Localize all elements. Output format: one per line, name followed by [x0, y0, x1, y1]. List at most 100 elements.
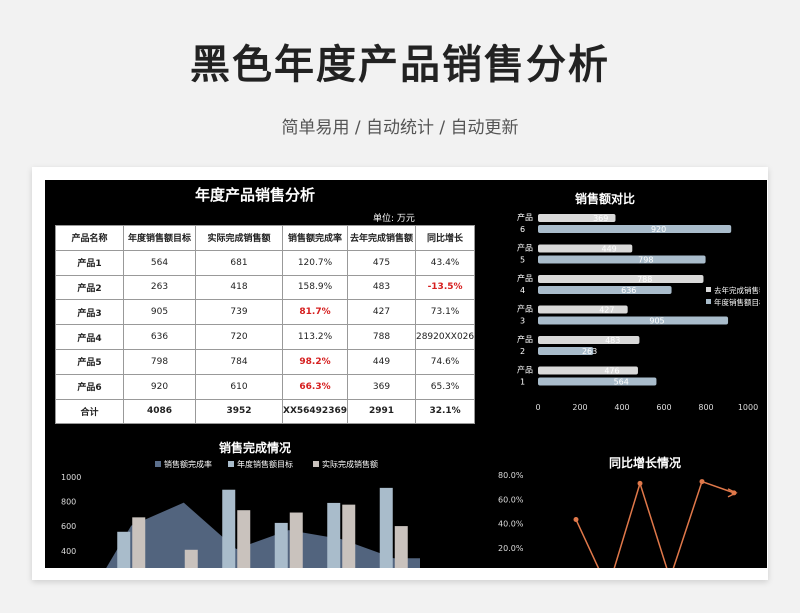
target-cell: 798 — [123, 348, 196, 375]
page-title: 黑色年度产品销售分析 — [190, 42, 610, 88]
bar — [538, 347, 594, 355]
bar — [538, 336, 640, 344]
category-label: 产品 — [517, 334, 533, 344]
product-name-cell: 产品4 — [55, 324, 124, 350]
legend-swatch — [706, 299, 711, 304]
data-label: 427 — [599, 306, 614, 315]
table-row: 产品2 263 418 158.9% 483 -13.5% — [55, 274, 476, 301]
last-year-cell: 369 — [346, 373, 416, 400]
bar — [132, 517, 146, 568]
growth-cell: 74.6% — [414, 348, 476, 375]
data-point — [573, 517, 579, 523]
bar — [538, 244, 633, 253]
bar — [538, 316, 729, 325]
legend-swatch — [706, 287, 711, 292]
left-tick-label: 1000 — [61, 473, 81, 482]
data-label: 636 — [621, 286, 636, 295]
target-cell: 636 — [123, 324, 196, 350]
rate-cell: XX56492369 — [282, 398, 348, 425]
bar — [538, 275, 704, 283]
actual-cell: 784 — [195, 348, 283, 375]
table-header-row: 产品名称 年度销售额目标 实际完成销售额 销售额完成率 去年完成销售额 同比增长 — [55, 225, 476, 251]
category-label: 产品 — [517, 243, 533, 253]
spreadsheet-preview: 年度产品销售分析 单位: 万元 产品名称 年度销售额目标 实际完成销售额 销售额完成率… — [45, 180, 767, 568]
table-row: 产品3 905 739 81.7% 427 73.1% — [55, 299, 476, 326]
growth-cell: 65.3% — [414, 373, 476, 400]
growth-cell: -13.5% — [414, 274, 476, 301]
tick-label: 1000 — [738, 403, 758, 412]
rate-cell: 113.2% — [282, 324, 348, 350]
chart-title: 销售额对比 — [575, 191, 635, 206]
sheet-title: 年度产品销售分析 — [194, 186, 315, 204]
tick-label: 800 — [698, 403, 713, 412]
tick-label: 200 — [572, 403, 587, 412]
actual-cell: 3952 — [195, 398, 283, 425]
rate-cell: 120.7% — [282, 249, 348, 276]
legend-label: 年度销售额目标 — [237, 459, 293, 469]
tick-label: 0 — [535, 403, 540, 412]
product-name-cell: 产品5 — [55, 348, 124, 375]
last-year-cell: 427 — [346, 299, 416, 326]
table-row: 产品1 564 681 120.7% 475 43.4% — [55, 249, 476, 276]
data-point — [699, 479, 705, 485]
actual-cell: 610 — [195, 373, 283, 400]
data-label: 483 — [605, 336, 620, 345]
line-arrow-icon — [727, 488, 738, 498]
product-name-cell: 合计 — [55, 398, 124, 425]
sales-completion-chart: 销售完成情况销售额完成率年度销售额目标实际完成销售额10008006004002… — [61, 440, 420, 568]
tick-label: 600 — [656, 403, 671, 412]
growth-line — [575, 480, 735, 568]
last-year-cell: 788 — [346, 324, 416, 350]
left-tick-label: 600 — [61, 522, 76, 531]
chart-title: 同比增长情况 — [609, 455, 681, 470]
last-year-cell: 483 — [346, 274, 416, 301]
growth-cell: 28920XX026 — [414, 324, 476, 350]
growth-chart: 同比增长情况 80.0% 60.0% 40.0% 20.0% — [498, 455, 738, 568]
bar — [274, 522, 288, 568]
legend-label: 年度销售额目标 — [714, 297, 760, 307]
bar — [379, 487, 393, 568]
table-row: 产品4 636 720 113.2% 788 28920XX026 — [55, 324, 476, 350]
legend-swatch — [228, 461, 234, 467]
data-label: 798 — [638, 256, 653, 265]
product-name-cell: 产品6 — [55, 373, 124, 400]
tick-label: 80.0% — [498, 471, 524, 480]
table-row: 产品5 798 784 98.2% 449 74.6% — [55, 348, 476, 375]
category-label: 1 — [520, 378, 525, 387]
data-label: 920 — [651, 225, 666, 234]
bar — [538, 214, 616, 222]
legend-swatch — [313, 461, 319, 467]
rate-cell: 81.7% — [282, 299, 348, 326]
data-label: 369 — [593, 214, 608, 223]
column-header: 销售额完成率 — [282, 225, 348, 251]
bar — [538, 305, 628, 314]
target-cell: 564 — [123, 249, 196, 276]
column-header: 实际完成销售额 — [195, 225, 283, 251]
category-label: 5 — [520, 256, 525, 265]
category-label: 4 — [520, 286, 525, 295]
category-label: 6 — [520, 225, 525, 234]
growth-cell: 32.1% — [414, 398, 476, 425]
column-header: 去年完成销售额 — [346, 225, 416, 251]
tick-label: 60.0% — [498, 495, 524, 504]
category-label: 产品 — [517, 365, 533, 375]
bar — [342, 504, 356, 568]
category-label: 产品 — [517, 212, 533, 222]
target-cell: 905 — [123, 299, 196, 326]
product-name-cell: 产品1 — [55, 249, 124, 276]
data-point — [637, 480, 643, 486]
data-label: 564 — [614, 378, 629, 387]
category-label: 3 — [520, 317, 525, 326]
tick-label: 400 — [614, 403, 629, 412]
actual-cell: 418 — [195, 274, 283, 301]
bar — [222, 489, 236, 568]
legend-swatch — [155, 461, 161, 467]
category-label: 产品 — [517, 273, 533, 283]
left-tick-label: 800 — [61, 498, 76, 507]
product-name-cell: 产品3 — [55, 299, 124, 326]
column-header: 同比增长 — [414, 225, 476, 251]
last-year-cell: 2991 — [346, 398, 416, 425]
bar — [538, 255, 706, 264]
data-label: 905 — [649, 317, 664, 326]
actual-cell: 720 — [195, 324, 283, 350]
